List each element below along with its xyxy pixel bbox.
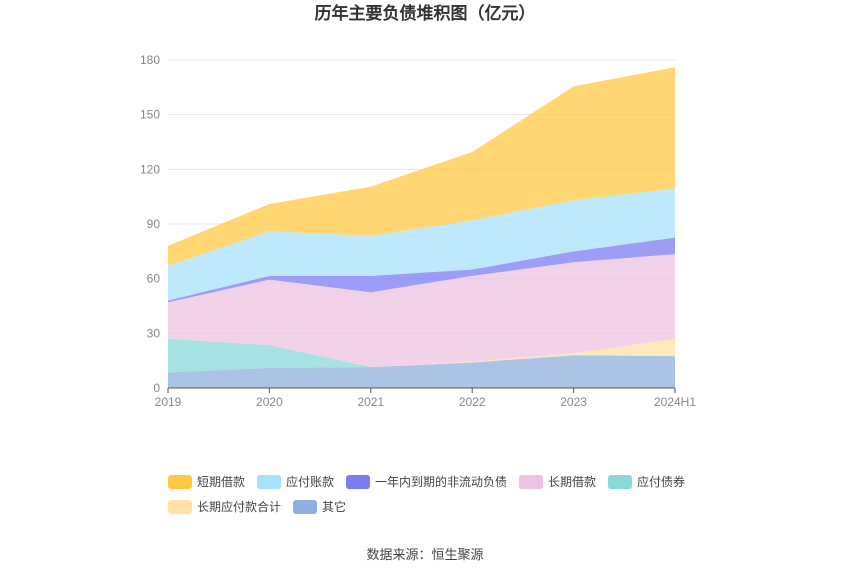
area-长期借款 bbox=[168, 254, 675, 368]
legend-item[interactable]: 长期借款 bbox=[519, 475, 596, 489]
legend-label: 应付账款 bbox=[286, 474, 334, 489]
legend-label: 一年内到期的非流动负债 bbox=[375, 474, 507, 489]
legend-item[interactable]: 其它 bbox=[293, 499, 346, 514]
x-tick-label: 2019 bbox=[155, 395, 182, 409]
legend-label: 其它 bbox=[322, 499, 346, 514]
x-tick-label: 2020 bbox=[256, 395, 283, 409]
area-series bbox=[168, 67, 675, 388]
area-应付账款 bbox=[168, 188, 675, 301]
legend-item[interactable]: 短期借款 bbox=[168, 475, 245, 489]
legend-item[interactable]: 应付债券 bbox=[608, 474, 685, 489]
x-tick-label: 2022 bbox=[459, 395, 486, 409]
legend-swatch bbox=[519, 475, 543, 489]
y-tick-label: 30 bbox=[147, 326, 161, 340]
x-tick-label: 2023 bbox=[560, 395, 587, 409]
source-note: 数据来源：恒生聚源 bbox=[366, 547, 483, 562]
legend-item[interactable]: 应付账款 bbox=[257, 474, 334, 489]
legend-label: 短期借款 bbox=[197, 475, 245, 489]
legend-label: 长期借款 bbox=[548, 475, 596, 489]
legend-swatch bbox=[168, 475, 192, 489]
legend-swatch bbox=[168, 500, 192, 514]
area-其它 bbox=[168, 355, 675, 388]
axes: 0 30 60 90 120 150 180 2019 2020 2021 2022 2023 2024… bbox=[140, 53, 696, 409]
y-tick-label: 180 bbox=[140, 53, 160, 67]
legend-swatch bbox=[257, 475, 281, 489]
y-tick-label: 90 bbox=[147, 217, 161, 231]
legend-swatch bbox=[608, 475, 632, 489]
y-tick-label: 0 bbox=[153, 381, 160, 395]
legend-item[interactable]: 长期应付款合计 bbox=[168, 499, 281, 514]
x-tick-label: 2024H1 bbox=[654, 395, 696, 409]
legend-label: 长期应付款合计 bbox=[197, 499, 281, 514]
legend-item[interactable]: 一年内到期的非流动负债 bbox=[346, 474, 507, 489]
legend-swatch bbox=[346, 475, 370, 489]
legend-label: 应付债券 bbox=[637, 474, 685, 489]
y-tick-label: 60 bbox=[147, 272, 161, 286]
legend-swatch bbox=[293, 500, 317, 514]
y-tick-label: 150 bbox=[140, 108, 160, 122]
y-tick-label: 120 bbox=[140, 162, 160, 176]
area-应付债券 bbox=[168, 338, 675, 373]
chart-title: 历年主要负债堆积图（亿元） bbox=[315, 3, 536, 23]
area-短期借款 bbox=[168, 67, 675, 266]
x-tick-label: 2021 bbox=[357, 395, 384, 409]
